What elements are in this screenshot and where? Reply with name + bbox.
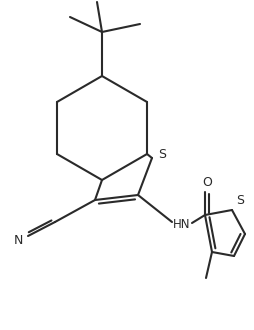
Text: O: O	[201, 176, 211, 188]
Text: N: N	[13, 234, 23, 247]
Text: S: S	[235, 193, 243, 207]
Text: HN: HN	[172, 217, 190, 230]
Text: S: S	[157, 148, 165, 161]
